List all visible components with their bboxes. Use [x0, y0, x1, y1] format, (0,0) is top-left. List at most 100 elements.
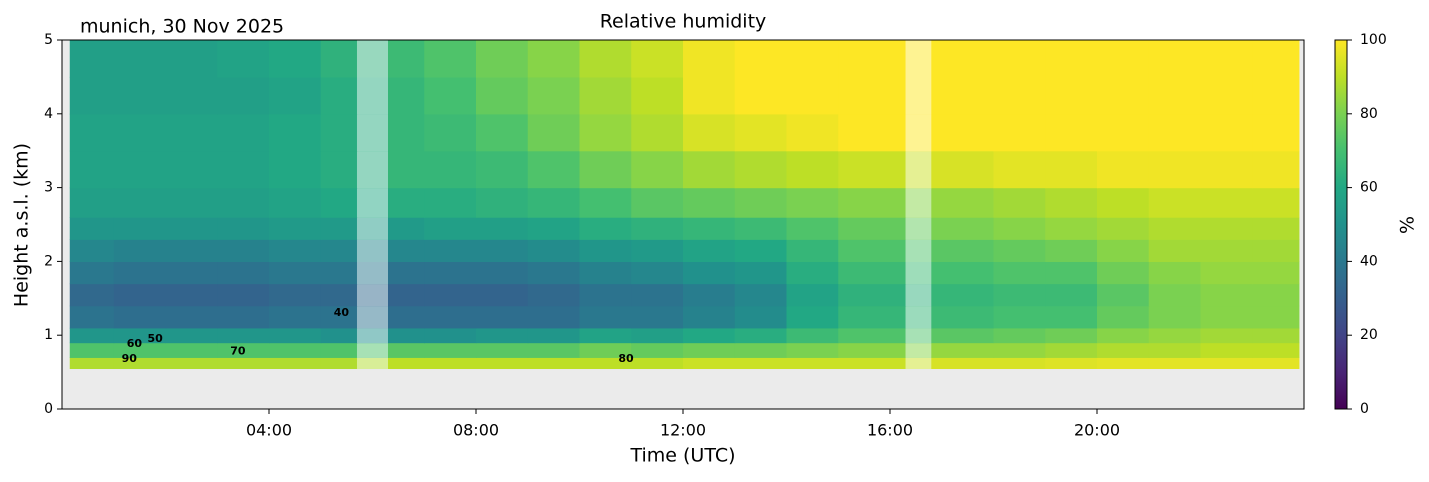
heat-cell [113, 342, 167, 358]
heat-cell [217, 357, 270, 370]
heat-cell [476, 283, 529, 307]
heat-cell [1252, 150, 1300, 189]
heat-cell [1045, 342, 1098, 358]
missing-data-overlay [356, 327, 389, 344]
heat-cell [527, 261, 581, 285]
heat-cell [1097, 239, 1150, 262]
heat-cell [631, 239, 684, 262]
heat-cell [476, 150, 529, 189]
heat-cell [113, 357, 167, 370]
heat-cell [838, 283, 907, 307]
heat-cell [527, 239, 581, 262]
heat-cell [217, 76, 270, 115]
heat-cell [579, 40, 632, 78]
heat-cell [320, 327, 358, 344]
heat-cell [69, 342, 115, 358]
heat-cell [579, 150, 632, 189]
heat-cell [69, 150, 115, 189]
heat-cell [69, 239, 115, 262]
heat-cell [388, 342, 425, 358]
missing-data-overlay [905, 305, 932, 329]
missing-data-overlay [356, 113, 389, 152]
x-axis-label: Time (UTC) [629, 445, 735, 467]
heat-cell [1148, 261, 1202, 285]
heat-cell [786, 40, 839, 78]
missing-data-overlay [356, 261, 389, 285]
heat-cell [113, 187, 167, 218]
heat-cell [1097, 261, 1150, 285]
heat-cell [838, 342, 907, 358]
heat-cell [734, 40, 788, 78]
colorbar-tick-label: 40 [1360, 253, 1378, 269]
heat-cell [1045, 40, 1098, 78]
heat-cell [931, 187, 995, 218]
heat-cell [476, 113, 529, 152]
missing-data-overlay [356, 342, 389, 358]
missing-data-overlay [905, 357, 932, 370]
heat-cell [1252, 261, 1300, 285]
heat-cell [1252, 342, 1300, 358]
heat-cell [113, 261, 167, 285]
heat-cell [113, 76, 167, 115]
heat-cell [579, 76, 632, 115]
heat-cell [424, 261, 477, 285]
missing-data-overlay [356, 40, 389, 78]
heat-cell [388, 40, 425, 78]
heat-cell [631, 261, 684, 285]
heat-cell [786, 327, 839, 344]
heat-cell [424, 342, 477, 358]
heat-cell [838, 217, 907, 240]
heat-cell [388, 187, 425, 218]
chart-title: Relative humidity [600, 11, 767, 33]
heat-cell [388, 261, 425, 285]
y-tick-label: 0 [44, 401, 53, 417]
heat-cell [734, 217, 788, 240]
heat-cell [579, 327, 632, 344]
heat-cell [320, 113, 358, 152]
contour-label: 50 [147, 332, 163, 345]
heat-cell [993, 283, 1046, 307]
heat-cell [269, 150, 322, 189]
heat-cell [931, 76, 995, 115]
heat-cell [631, 305, 684, 329]
heat-cell [113, 150, 167, 189]
missing-data-overlay [356, 283, 389, 307]
heat-cell [1148, 150, 1202, 189]
missing-data-overlay [356, 187, 389, 218]
y-tick-label: 1 [44, 327, 53, 343]
heat-cell [1200, 239, 1253, 262]
heat-cell [388, 327, 425, 344]
heat-cell [1200, 40, 1253, 78]
heat-cell [786, 113, 839, 152]
heat-cell [734, 239, 788, 262]
heat-cell [527, 342, 581, 358]
heat-cell [113, 283, 167, 307]
heat-cell [388, 357, 425, 370]
x-tick-label: 08:00 [453, 421, 499, 440]
heat-cell [993, 342, 1046, 358]
heat-cell [424, 187, 477, 218]
heat-cell [1045, 150, 1098, 189]
heat-cell [527, 187, 581, 218]
heat-cell [320, 239, 358, 262]
heat-cell [165, 187, 218, 218]
x-tick-label: 04:00 [246, 421, 292, 440]
heat-cell [217, 239, 270, 262]
heat-cell [476, 217, 529, 240]
heat-cell [838, 239, 907, 262]
heat-cell [631, 113, 684, 152]
heat-cell [424, 113, 477, 152]
missing-data-overlay [905, 239, 932, 262]
heat-cell [631, 342, 684, 358]
heat-cell [1252, 239, 1300, 262]
heat-cell [1200, 187, 1253, 218]
heat-cell [388, 76, 425, 115]
heat-cell [1045, 187, 1098, 218]
heat-cell [786, 342, 839, 358]
heat-cell [786, 261, 839, 285]
heat-cell [1200, 150, 1253, 189]
heat-cell [269, 239, 322, 262]
heat-cell [931, 327, 995, 344]
heat-cell [786, 150, 839, 189]
heat-cell [476, 342, 529, 358]
